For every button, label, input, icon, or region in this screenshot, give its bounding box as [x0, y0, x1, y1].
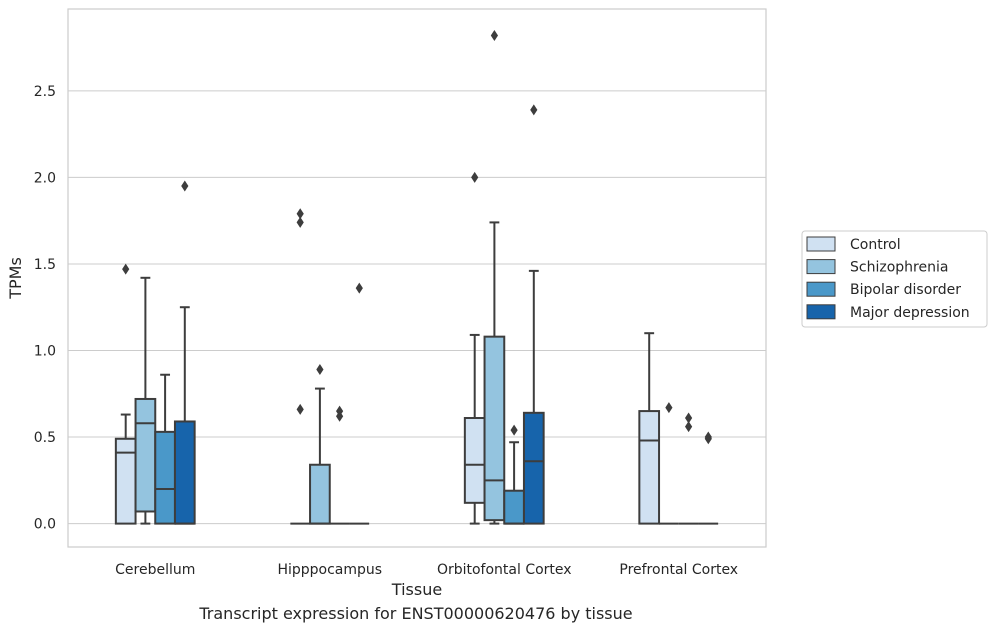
box-bipolar-disorder: [678, 412, 699, 525]
box-control: [463, 171, 486, 525]
x-tick-label: Prefrontal Cortex: [619, 562, 738, 578]
box-schizophrenia: [659, 402, 679, 525]
box-major-depression: [349, 282, 370, 525]
y-tick-label: 0.5: [34, 430, 56, 446]
box-schizophrenia: [483, 29, 506, 525]
box-major-depression: [173, 180, 196, 525]
legend-swatch: [806, 259, 836, 275]
legend-swatch: [806, 236, 836, 252]
legend: Control Schizophrenia Bipolar disorder Majo…: [801, 230, 988, 328]
outlier-point: [316, 364, 324, 376]
outlier-point: [296, 216, 304, 228]
legend-swatch: [806, 281, 836, 297]
y-tick-label: 1.0: [34, 344, 56, 360]
outlier-point: [471, 171, 479, 183]
x-tick-label: Orbitofontal Cortex: [437, 562, 572, 578]
chart-caption: Transcript expression for ENST0000062047…: [199, 604, 633, 623]
legend-label: Bipolar disorder: [850, 282, 961, 298]
outlier-point: [685, 421, 693, 433]
box-schizophrenia: [134, 276, 157, 525]
x-tick-label: Hipppocampus: [277, 562, 382, 578]
box-body: [154, 430, 176, 525]
legend-item: Major depression: [806, 304, 970, 321]
box-body: [638, 410, 661, 525]
outlier-point: [685, 412, 693, 424]
outlier-point: [530, 104, 538, 116]
plot-area-frame: [67, 8, 767, 548]
legend-item: Control: [806, 236, 901, 253]
outlier-point: [665, 402, 673, 414]
legend-label: Schizophrenia: [850, 260, 948, 276]
y-tick-label: 0.0: [34, 517, 56, 533]
box-control: [290, 208, 311, 525]
box-body: [483, 335, 506, 522]
outlier-point: [296, 403, 304, 415]
box-control: [114, 263, 137, 525]
outlier-point: [296, 208, 304, 220]
outlier-point: [336, 405, 344, 417]
outlier-point: [181, 180, 189, 192]
y-tick-label: 2.5: [34, 84, 56, 100]
legend-label: Major depression: [850, 305, 970, 321]
box-control: [638, 332, 661, 525]
legend-swatch: [806, 304, 836, 320]
box-body: [522, 411, 545, 525]
legend-label: Control: [850, 237, 901, 253]
box-bipolar-disorder: [503, 424, 525, 525]
y-axis-label: TPMs: [6, 257, 25, 300]
box-body: [463, 417, 486, 504]
x-axis-ticks: Cerebellum Hipppocampus Orbitofontal Corte…: [115, 562, 738, 578]
x-axis-label: Tissue: [391, 580, 442, 599]
legend-item: Bipolar disorder: [806, 281, 961, 298]
outlier-point: [704, 431, 712, 443]
box-body: [503, 489, 525, 525]
y-tick-label: 1.5: [34, 257, 56, 273]
y-tick-label: 2.0: [34, 170, 56, 186]
box-major-depression: [698, 431, 719, 525]
legend-item: Schizophrenia: [806, 259, 948, 276]
box-body: [134, 397, 157, 513]
legend-frame: [801, 230, 988, 328]
box-body: [309, 463, 331, 525]
x-tick-label: Cerebellum: [115, 562, 195, 578]
outlier-point: [355, 282, 363, 294]
box-major-depression: [522, 104, 545, 525]
y-axis-ticks: 0.0 0.5 1.0 1.5 2.0 2.5: [34, 84, 56, 533]
box-bipolar-disorder: [329, 405, 350, 525]
box-body: [114, 437, 137, 525]
box-plot-series: [114, 29, 719, 525]
outlier-point: [122, 263, 130, 275]
box-body: [173, 420, 196, 525]
box-bipolar-disorder: [154, 373, 176, 525]
outlier-point: [510, 424, 518, 436]
outlier-point: [490, 29, 498, 41]
box-schizophrenia: [309, 364, 331, 525]
